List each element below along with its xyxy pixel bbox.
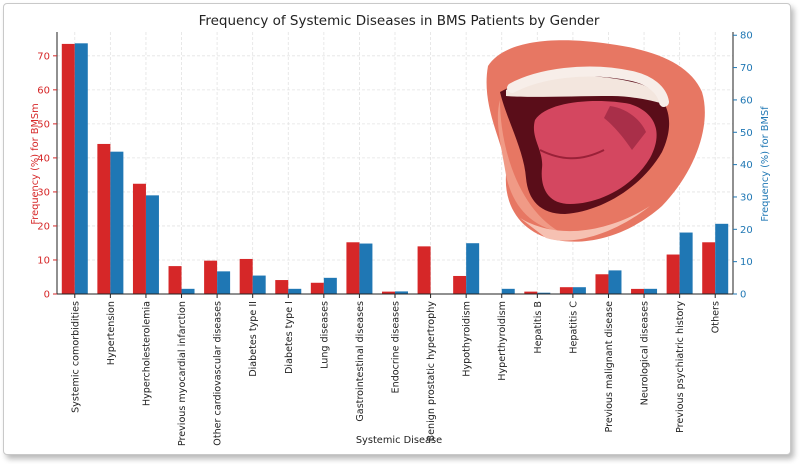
category-label: Gastrointestinal diseases xyxy=(355,301,366,422)
left-tick-label: 40 xyxy=(37,153,50,164)
bar-bmsm xyxy=(310,282,324,294)
category-label: Previous psychiatric history xyxy=(675,301,686,433)
category-labels: Systemic comorbidities Hypertension Hyperc… xyxy=(70,301,721,446)
bar-bmsf xyxy=(110,151,124,294)
x-axis-label: Systemic Disease xyxy=(356,435,442,446)
bar-bmsm xyxy=(666,254,680,294)
category-label: Hypothyroidism xyxy=(462,301,473,377)
bar-bmsf xyxy=(181,288,195,294)
right-tick-label: 60 xyxy=(740,95,753,106)
bar-bmsm xyxy=(559,287,573,294)
left-tick-label: 60 xyxy=(37,85,50,96)
category-label: Hypertension xyxy=(106,301,117,365)
axis-ticks: 0 10 20 30 40 50 60 70 0 10 20 30 40 50 60 70 80 xyxy=(37,31,752,301)
bar-bmsm xyxy=(595,274,609,294)
left-y-axis-label: Frequency (%) for BMSm xyxy=(30,103,41,224)
bar-bmsm xyxy=(61,43,75,295)
category-label: Neurological diseases xyxy=(640,301,651,405)
bar-series xyxy=(61,43,729,295)
bar-bmsm xyxy=(168,266,182,294)
category-label: Endocrine diseases xyxy=(391,301,402,393)
bar-bmsm xyxy=(702,242,716,294)
bar-bmsf xyxy=(359,243,373,294)
bar-bmsf xyxy=(145,195,159,294)
left-tick-label: 20 xyxy=(37,221,50,232)
left-tick-label: 0 xyxy=(44,290,50,301)
bar-bmsf xyxy=(466,243,480,294)
bar-bmsm xyxy=(204,260,218,294)
category-label: Hypercholesterolemia xyxy=(141,301,152,406)
bar-bmsm xyxy=(382,291,395,294)
right-y-axis-label: Frequency (%) for BMSf xyxy=(760,106,771,222)
bar-bmsf xyxy=(252,275,266,294)
bar-bmsm xyxy=(97,143,111,294)
category-label: Hepatitis C xyxy=(568,301,579,354)
bar-bmsf xyxy=(217,271,231,294)
left-tick-label: 70 xyxy=(37,51,50,62)
bar-bmsm xyxy=(132,183,146,294)
bar-bmsf xyxy=(644,288,658,294)
left-tick-label: 30 xyxy=(37,187,50,198)
category-label: Hepatitis B xyxy=(533,301,544,354)
right-tick-label: 0 xyxy=(740,290,746,301)
mouth-illustration xyxy=(486,40,705,242)
category-label: Hyperthyroidism xyxy=(497,301,508,381)
category-label: Other cardiovascular diseases xyxy=(213,301,224,446)
bar-bmsf xyxy=(679,232,693,294)
chart-title: Frequency of Systemic Diseases in BMS Pa… xyxy=(199,13,600,29)
category-label: Systemic comorbidities xyxy=(70,301,81,413)
category-label: Previous myocardial infarction xyxy=(177,301,188,446)
right-tick-label: 80 xyxy=(740,31,753,42)
right-tick-label: 70 xyxy=(740,63,753,74)
left-tick-label: 10 xyxy=(37,255,50,266)
bar-bmsf xyxy=(395,291,408,294)
bar-bmsf xyxy=(323,277,337,294)
bar-bmsf xyxy=(288,288,302,294)
bar-bmsm xyxy=(631,288,645,294)
bar-bmsf xyxy=(715,223,729,294)
bar-bmsf xyxy=(608,270,622,294)
right-tick-label: 20 xyxy=(740,225,753,236)
bar-bmsm xyxy=(453,275,467,294)
right-tick-label: 30 xyxy=(740,192,753,203)
category-label: Others xyxy=(711,301,722,333)
bar-bmsm xyxy=(275,280,289,294)
bar-bmsm xyxy=(239,258,253,294)
category-label: Diabetes type II xyxy=(248,301,259,377)
category-label: Diabetes type I xyxy=(284,301,295,374)
bar-bmsm xyxy=(346,242,360,294)
bar-bmsf xyxy=(572,287,586,294)
category-label: Lung diseases xyxy=(319,301,330,369)
category-label: Benign prostatic hypertrophy xyxy=(426,301,437,442)
right-tick-label: 40 xyxy=(740,160,753,171)
bar-bmsf xyxy=(537,292,551,294)
bar-bmsf xyxy=(501,288,515,294)
right-tick-label: 50 xyxy=(740,128,753,139)
bar-bmsm xyxy=(524,291,538,294)
bar-bmsf xyxy=(74,43,88,295)
category-label: Previous malignant disease xyxy=(604,301,615,433)
bar-bmsm xyxy=(417,246,431,294)
left-tick-label: 50 xyxy=(37,119,50,130)
right-tick-label: 10 xyxy=(740,257,753,268)
